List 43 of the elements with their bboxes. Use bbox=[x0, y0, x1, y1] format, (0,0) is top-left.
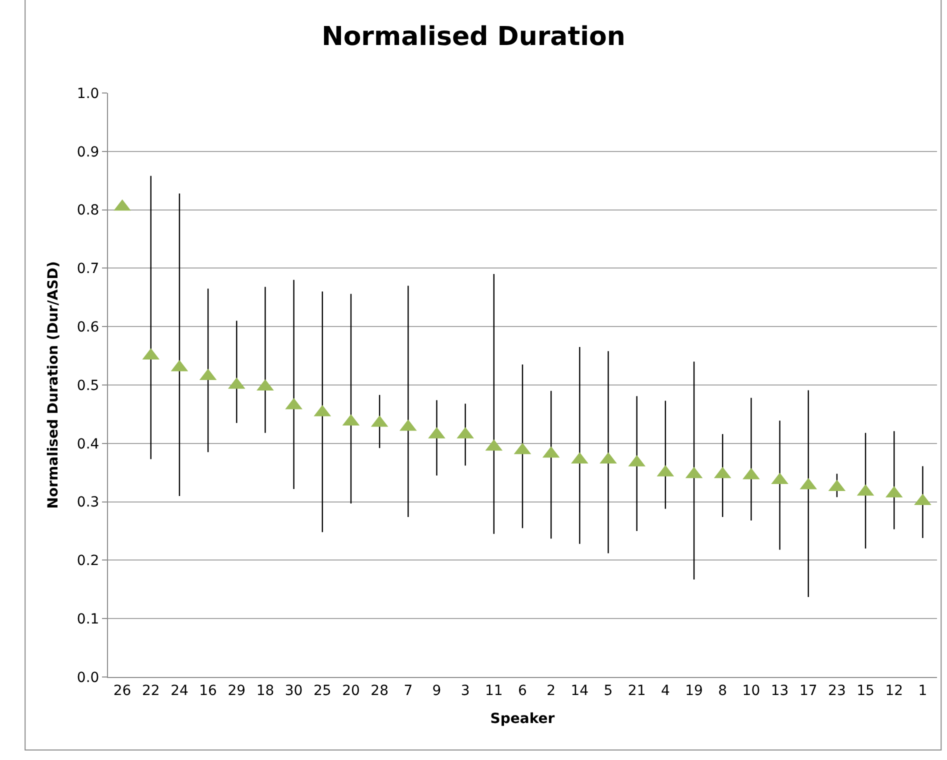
x-tick-label: 3 bbox=[460, 682, 470, 699]
x-tick-label: 29 bbox=[228, 682, 246, 699]
y-tick-label: 0.9 bbox=[76, 144, 100, 160]
y-tick-label: 0.3 bbox=[76, 494, 100, 511]
y-tick-label: 0.4 bbox=[76, 436, 100, 452]
x-tick-label: 2 bbox=[546, 682, 556, 699]
x-tick-label: 20 bbox=[342, 682, 360, 699]
x-tick-label: 4 bbox=[660, 682, 670, 699]
x-tick-label: 22 bbox=[142, 682, 160, 699]
x-tick-label: 6 bbox=[518, 682, 528, 699]
x-tick-label: 18 bbox=[256, 682, 274, 699]
y-tick-label: 0.2 bbox=[76, 553, 100, 570]
x-tick-label: 5 bbox=[604, 682, 613, 699]
x-tick-label: 7 bbox=[404, 682, 413, 699]
x-tick-label: 15 bbox=[856, 682, 874, 699]
y-axis-title: Normalised Duration (Dur/ASD) bbox=[46, 261, 62, 509]
x-tick-label: 28 bbox=[370, 682, 388, 699]
x-tick-label: 8 bbox=[718, 682, 728, 699]
x-tick-label: 13 bbox=[770, 682, 789, 699]
x-tick-label: 9 bbox=[432, 682, 442, 699]
y-tick-label: 0.7 bbox=[76, 261, 100, 278]
x-tick-label: 19 bbox=[685, 682, 703, 699]
x-axis-title: Speaker bbox=[490, 711, 555, 728]
x-tick-label: 1 bbox=[918, 682, 928, 699]
y-tick-label: 0.8 bbox=[76, 202, 100, 219]
x-tick-label: 23 bbox=[828, 682, 846, 699]
y-tick-label: 0.5 bbox=[76, 378, 100, 394]
y-tick-label: 0.1 bbox=[76, 612, 100, 628]
x-tick-label: 12 bbox=[885, 682, 904, 699]
x-tick-label: 26 bbox=[113, 682, 132, 699]
x-tick-label: 17 bbox=[799, 682, 818, 699]
x-tick-label: 25 bbox=[313, 682, 332, 699]
x-tick-label: 16 bbox=[199, 682, 218, 699]
x-tick-label: 24 bbox=[170, 682, 188, 699]
chart-title: Normalised Duration bbox=[322, 22, 626, 52]
y-tick-label: 1.0 bbox=[76, 86, 100, 102]
y-tick-label: 0.0 bbox=[76, 670, 100, 686]
x-tick-label: 11 bbox=[484, 682, 503, 699]
x-tick-label: 30 bbox=[284, 682, 303, 699]
y-tick-label: 0.6 bbox=[76, 320, 100, 336]
x-tick-label: 21 bbox=[628, 682, 646, 699]
x-tick-label: 14 bbox=[570, 682, 589, 699]
x-tick-label: 10 bbox=[742, 682, 760, 699]
